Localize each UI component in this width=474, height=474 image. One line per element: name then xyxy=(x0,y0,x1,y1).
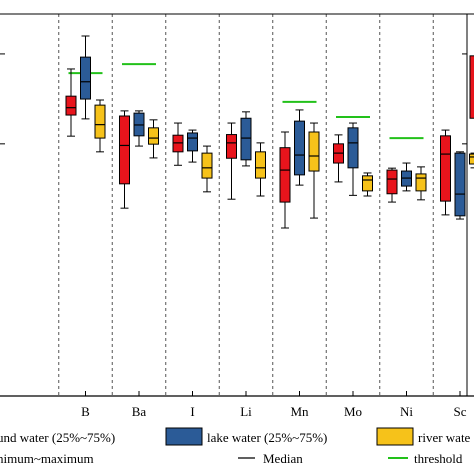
iqr-box xyxy=(386,169,398,195)
box-I-1 xyxy=(172,122,184,166)
legend-swatch-lake xyxy=(165,427,203,446)
iqr-box xyxy=(226,134,237,159)
iqr-box xyxy=(294,120,305,176)
box-Sc-1 xyxy=(440,129,451,216)
x-tick-label: Ni xyxy=(400,404,413,419)
box-B-1 xyxy=(65,68,77,137)
box-Ni-1 xyxy=(386,167,398,203)
box-I-3 xyxy=(201,145,213,193)
right-panel-box xyxy=(469,55,474,119)
x-tick-labels: BBaILiMnMoNiScSe xyxy=(81,404,467,419)
box-Mo-2 xyxy=(347,122,359,196)
iqr-box xyxy=(279,147,291,203)
box-Ba-3 xyxy=(148,119,159,159)
box-Li-3 xyxy=(255,142,266,197)
iqr-box xyxy=(119,115,130,185)
legend-swatch-river xyxy=(376,427,414,446)
box-Li-1 xyxy=(226,122,237,200)
box-Mn-3 xyxy=(308,122,320,219)
iqr-box xyxy=(187,132,198,152)
legend-label: und water (25%~75%) xyxy=(0,430,115,445)
iqr-box xyxy=(240,117,252,161)
iqr-box xyxy=(65,95,77,116)
legend-label: Median xyxy=(263,451,303,466)
iqr-box xyxy=(347,127,359,169)
box-B-2 xyxy=(80,35,91,120)
box-Ni-3 xyxy=(415,166,427,201)
box-Sc-2 xyxy=(454,151,466,220)
legend-label: threshold xyxy=(414,451,463,466)
iqr-box xyxy=(362,175,373,192)
iqr-box xyxy=(172,134,184,153)
iqr-box xyxy=(201,152,213,179)
grid-layer xyxy=(58,14,434,396)
iqr-box xyxy=(255,151,266,179)
box-I-2 xyxy=(187,129,198,163)
iqr-box xyxy=(415,173,427,192)
box-Sc-3 xyxy=(469,152,474,169)
box-Li-2 xyxy=(240,111,252,167)
box-Ba-2 xyxy=(133,110,145,147)
box-Ba-1 xyxy=(119,110,130,209)
iqr-box xyxy=(440,135,451,202)
iqr-box xyxy=(308,131,320,172)
box-Mo-3 xyxy=(362,172,373,197)
iqr-box xyxy=(94,104,106,139)
box-Mo-1 xyxy=(333,134,344,183)
legend-label: river wate xyxy=(418,430,471,445)
legend-label: nimum~maximum xyxy=(0,451,94,466)
x-tick-label: Ba xyxy=(132,404,147,419)
box-Mn-2 xyxy=(294,109,305,186)
x-tick-label: Li xyxy=(240,404,252,419)
box-Ni-2 xyxy=(401,162,412,192)
marks-layer xyxy=(65,35,474,229)
x-tick-label: Mo xyxy=(344,404,362,419)
x-tick-label: B xyxy=(81,404,90,419)
legend: und water (25%~75%) lake water (25%~75%) r… xyxy=(0,427,471,466)
x-tick-label: Mn xyxy=(290,404,309,419)
iqr-box xyxy=(454,152,466,217)
iqr-box xyxy=(148,127,159,145)
axes-layer xyxy=(0,13,474,397)
box-B-3 xyxy=(94,99,106,153)
legend-label: lake water (25%~75%) xyxy=(207,430,327,445)
iqr-box xyxy=(469,153,474,165)
box-Mn-1 xyxy=(279,131,291,229)
x-tick-label: Sc xyxy=(454,404,467,419)
x-tick-label: I xyxy=(190,404,194,419)
iqr-box xyxy=(80,56,91,100)
